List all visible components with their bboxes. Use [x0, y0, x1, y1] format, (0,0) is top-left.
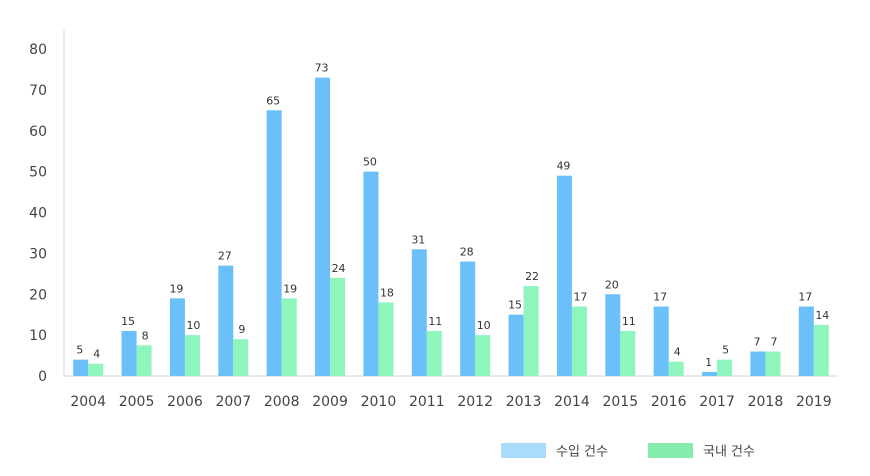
bar-series-1	[508, 314, 524, 376]
data-label: 20	[605, 278, 619, 291]
data-label: 73	[315, 62, 329, 75]
x-tick-label: 2013	[506, 394, 542, 410]
data-label: 7	[753, 335, 760, 348]
bar-series-2	[717, 359, 733, 376]
x-tick-label: 2012	[457, 394, 493, 410]
data-label: 17	[653, 291, 667, 304]
x-tick-label: 2006	[167, 394, 203, 410]
x-tick-label: 2005	[119, 394, 155, 410]
data-label: 27	[218, 250, 232, 263]
data-label: 4	[674, 346, 681, 359]
bar-series-1	[605, 294, 621, 376]
data-label: 5	[722, 344, 729, 357]
legend-label-1: 수입 건수	[556, 445, 608, 460]
x-tick-label: 2019	[796, 394, 832, 410]
y-tick-label: 40	[29, 206, 47, 222]
x-tick-label: 2010	[361, 394, 397, 410]
bar-series-2	[281, 298, 297, 376]
data-label: 5	[76, 344, 83, 357]
data-label: 4	[93, 348, 100, 361]
data-label: 11	[428, 315, 442, 328]
y-tick-label: 20	[29, 287, 47, 303]
data-label: 49	[556, 160, 570, 173]
bar-series-1	[266, 110, 282, 376]
y-tick-label: 60	[29, 124, 47, 140]
x-tick-label: 2011	[409, 394, 445, 410]
data-label: 14	[815, 309, 829, 322]
x-tick-label: 2008	[264, 394, 300, 410]
data-label: 7	[770, 335, 777, 348]
bar-series-2	[475, 335, 491, 376]
bar-series-2	[620, 331, 636, 376]
bar-series-1	[750, 351, 766, 376]
bar-series-2	[523, 286, 539, 376]
bar-series-2	[330, 277, 346, 376]
data-label: 65	[266, 94, 280, 107]
bar-series-1	[653, 306, 669, 376]
data-label: 50	[363, 156, 377, 169]
data-label: 31	[411, 233, 425, 246]
y-tick-label: 30	[29, 246, 47, 262]
bar-series-1	[798, 306, 814, 376]
data-label: 15	[508, 299, 522, 312]
data-label: 9	[238, 323, 245, 336]
data-label: 19	[169, 282, 183, 295]
x-tick-label: 2017	[699, 394, 735, 410]
data-label: 1	[705, 356, 712, 369]
bar-series-2	[426, 331, 442, 376]
bar-series-1	[411, 249, 427, 376]
x-tick-label: 2016	[651, 394, 687, 410]
x-tick-label: 2009	[312, 394, 348, 410]
legend-swatch-2	[648, 443, 693, 458]
x-tick-label: 2015	[602, 394, 638, 410]
bar-series-2	[233, 339, 249, 376]
legend-label-2: 국내 건수	[703, 445, 755, 460]
x-tick-label: 2018	[748, 394, 784, 410]
bar-series-2	[378, 302, 394, 376]
bar-series-1	[460, 261, 476, 376]
bar-series-2	[813, 324, 829, 376]
bar-series-1	[218, 265, 234, 376]
y-tick-label: 80	[29, 42, 47, 58]
bar-series-2	[765, 351, 781, 376]
bar-series-2	[136, 345, 152, 376]
data-label: 15	[121, 315, 135, 328]
bar-series-1	[363, 171, 379, 376]
bar-series-2	[668, 361, 684, 376]
x-tick-label: 2007	[215, 394, 251, 410]
y-tick-label: 50	[29, 165, 47, 181]
data-label: 24	[332, 262, 346, 275]
bar-series-2	[184, 335, 200, 376]
bar-series-1	[169, 298, 185, 376]
y-tick-label: 10	[29, 328, 47, 344]
data-label: 19	[283, 282, 297, 295]
data-label: 8	[142, 329, 149, 342]
bar-series-2	[88, 363, 104, 376]
legend-swatch-1	[501, 443, 546, 458]
data-label: 11	[622, 315, 636, 328]
bar-series-1	[315, 77, 331, 377]
data-label: 18	[380, 286, 394, 299]
x-tick-label: 2014	[554, 394, 590, 410]
data-label: 28	[460, 246, 474, 259]
bar-series-1	[121, 331, 137, 376]
data-label: 17	[798, 291, 812, 304]
y-tick-label: 70	[29, 83, 47, 99]
data-label: 22	[525, 270, 539, 283]
x-tick-label: 2004	[70, 394, 106, 410]
data-label: 10	[186, 319, 200, 332]
bar-series-1	[73, 359, 89, 376]
data-label: 17	[573, 291, 587, 304]
bar-series-2	[571, 306, 587, 376]
bar-series-1	[556, 175, 572, 376]
y-tick-label: 0	[38, 369, 47, 385]
bar-series-1	[702, 371, 718, 376]
data-label: 10	[477, 319, 491, 332]
